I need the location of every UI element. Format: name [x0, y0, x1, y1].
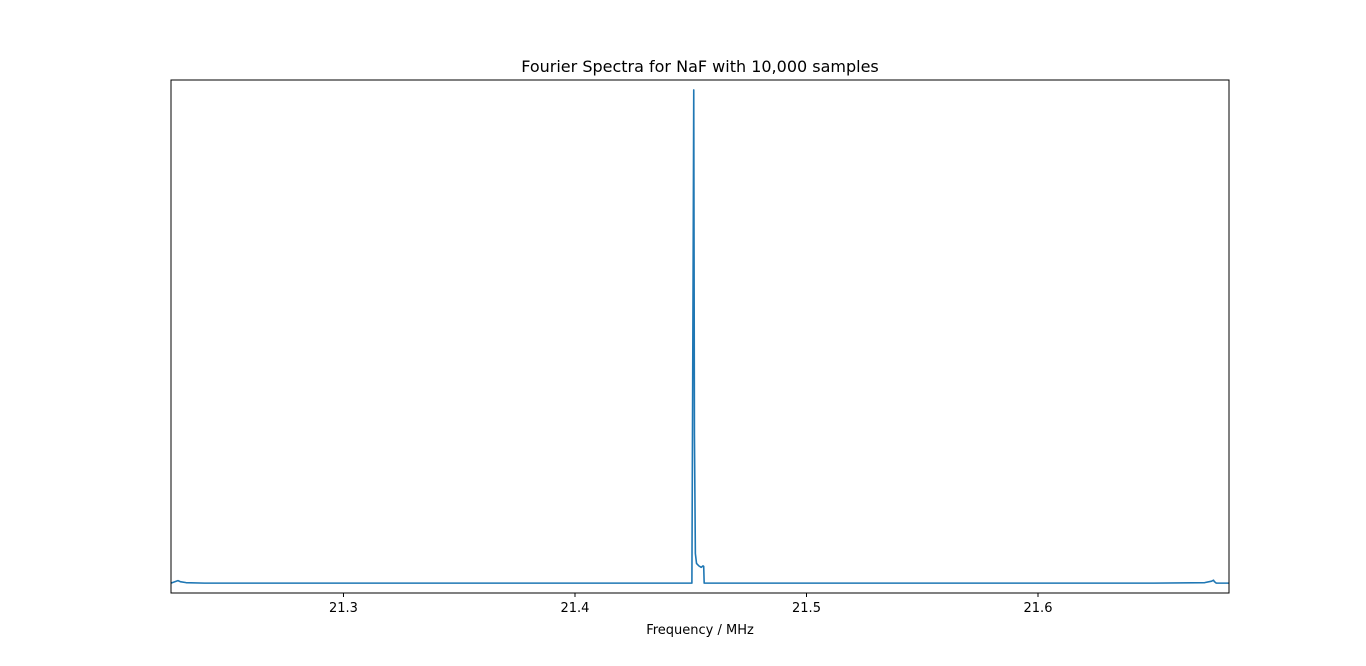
x-tick-label: 21.3	[329, 601, 358, 616]
x-tick-label: 21.6	[1024, 601, 1053, 616]
x-axis-label: Frequency / MHz	[646, 623, 754, 638]
chart-title: Fourier Spectra for NaF with 10,000 samp…	[521, 57, 879, 76]
series-line-spectrum	[170, 89, 1229, 584]
plot-background	[171, 80, 1229, 593]
x-tick-label: 21.4	[561, 601, 590, 616]
axes-frame	[170, 79, 1230, 594]
x-axis-ticks: 21.3 21.4 21.5 21.6	[329, 593, 1052, 616]
plot-area	[170, 79, 1230, 594]
x-tick-label: 21.5	[792, 601, 821, 616]
